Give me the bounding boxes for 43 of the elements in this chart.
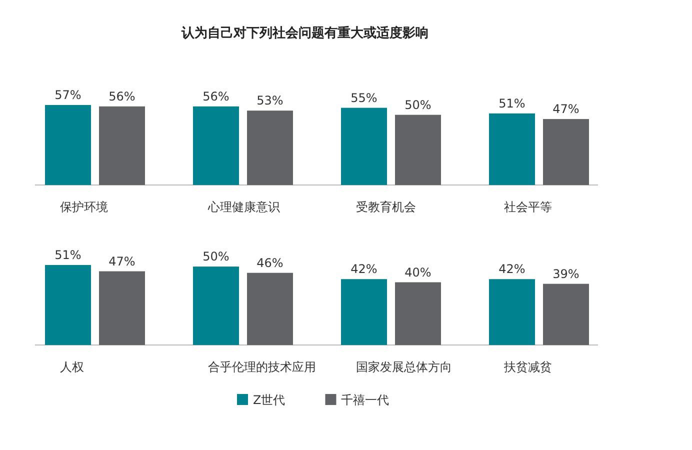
bar bbox=[341, 279, 387, 345]
x-tick-label: 社会平等 bbox=[504, 200, 552, 214]
x-tick-label: 人权 bbox=[60, 360, 84, 374]
data-label: 55% bbox=[350, 90, 378, 105]
bar bbox=[193, 266, 239, 345]
bar bbox=[45, 265, 91, 345]
bar bbox=[99, 271, 145, 345]
data-label: 57% bbox=[54, 88, 82, 102]
bar bbox=[489, 113, 535, 185]
data-label: 42% bbox=[350, 262, 378, 276]
legend-label: 千禧一代 bbox=[341, 393, 390, 407]
x-tick-label: 国家发展总体方向 bbox=[356, 360, 452, 374]
bar bbox=[45, 105, 91, 185]
chart-title: 认为自己对下列社会问题有重大或适度影响 bbox=[180, 25, 428, 41]
data-label: 39% bbox=[552, 266, 580, 281]
legend-label: Z世代 bbox=[253, 393, 286, 407]
bar bbox=[543, 119, 589, 185]
bar bbox=[341, 108, 387, 185]
bar bbox=[247, 272, 293, 345]
data-label: 56% bbox=[108, 89, 136, 104]
x-tick-label: 心理健康意识 bbox=[207, 200, 280, 214]
data-label: 56% bbox=[202, 89, 230, 104]
data-label: 47% bbox=[108, 254, 136, 268]
data-label: 50% bbox=[404, 98, 432, 112]
bar bbox=[99, 106, 145, 185]
bar bbox=[193, 106, 239, 185]
data-label: 53% bbox=[256, 94, 284, 108]
x-tick-label: 保护环境 bbox=[60, 200, 108, 214]
data-label: 51% bbox=[54, 248, 82, 262]
bar bbox=[395, 114, 441, 185]
data-label: 40% bbox=[404, 265, 432, 280]
bar bbox=[543, 284, 589, 345]
bar bbox=[489, 279, 535, 345]
x-tick-label: 扶贫减贫 bbox=[503, 360, 552, 374]
bar bbox=[247, 110, 293, 185]
bar bbox=[395, 282, 441, 345]
x-tick-label: 受教育机会 bbox=[356, 200, 416, 214]
data-label: 46% bbox=[256, 256, 284, 270]
x-tick-label: 合乎伦理的技术应用 bbox=[208, 360, 316, 374]
data-label: 47% bbox=[552, 102, 580, 116]
data-label: 50% bbox=[202, 250, 230, 264]
data-label: 42% bbox=[498, 262, 526, 276]
data-label: 51% bbox=[498, 96, 526, 110]
